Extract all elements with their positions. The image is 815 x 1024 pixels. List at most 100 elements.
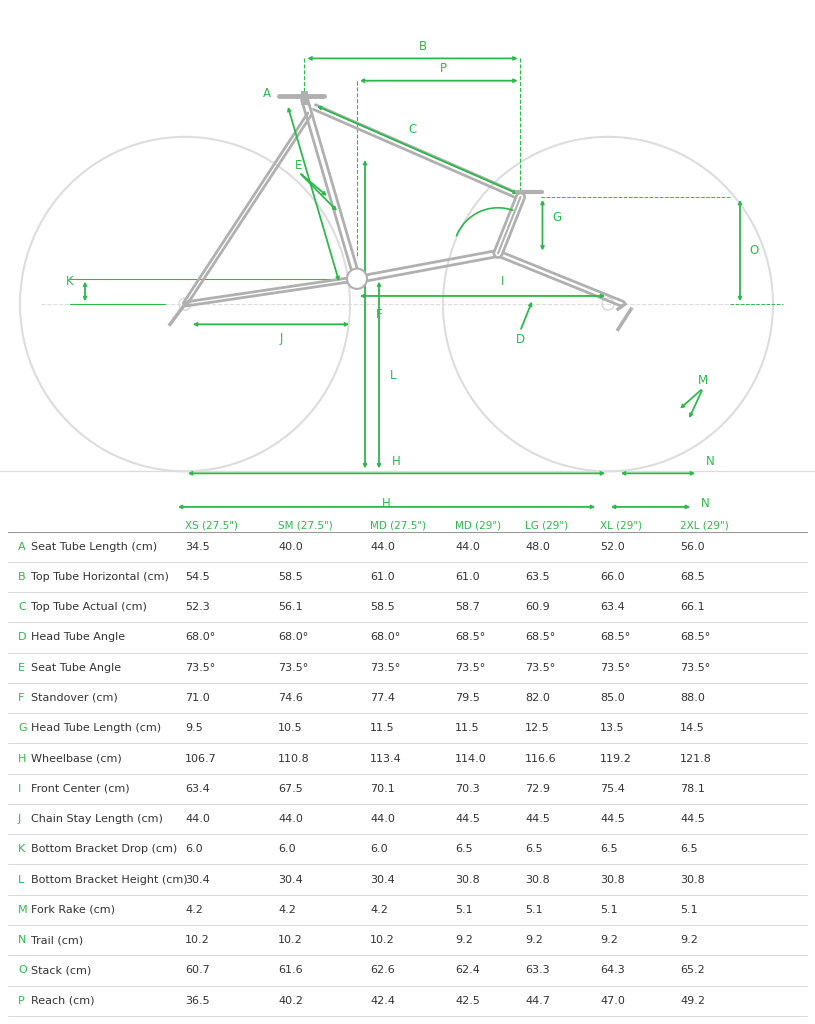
Text: 9.2: 9.2 [525,935,543,945]
Text: MD (29"): MD (29") [455,520,501,530]
Text: 62.4: 62.4 [455,966,480,976]
Text: 48.0: 48.0 [525,542,550,552]
Text: 42.4: 42.4 [370,995,395,1006]
Text: 66.0: 66.0 [600,572,624,582]
Text: 75.4: 75.4 [600,783,625,794]
Text: 73.5°: 73.5° [278,663,308,673]
Text: 68.5°: 68.5° [600,633,630,642]
Text: 14.5: 14.5 [680,723,705,733]
Text: 121.8: 121.8 [680,754,711,764]
Text: 114.0: 114.0 [455,754,487,764]
Text: 30.8: 30.8 [525,874,550,885]
Text: H: H [392,455,401,468]
Text: 44.5: 44.5 [680,814,705,824]
Text: B: B [418,40,426,53]
Text: 82.0: 82.0 [525,693,550,703]
Text: K: K [18,845,25,854]
Text: 2XL (29"): 2XL (29") [680,520,729,530]
Text: 73.5°: 73.5° [525,663,555,673]
Text: N: N [701,498,709,510]
Text: 44.5: 44.5 [525,814,550,824]
Text: 73.5°: 73.5° [600,663,630,673]
Text: 30.8: 30.8 [600,874,625,885]
Text: O: O [749,244,759,257]
Text: XS (27.5"): XS (27.5") [185,520,238,530]
Text: 58.5: 58.5 [370,602,394,612]
Text: Head Tube Length (cm): Head Tube Length (cm) [31,723,161,733]
Text: 73.5°: 73.5° [185,663,215,673]
Text: 68.5°: 68.5° [680,633,710,642]
Text: 4.2: 4.2 [278,905,296,914]
Text: 52.3: 52.3 [185,602,209,612]
Text: 113.4: 113.4 [370,754,402,764]
Text: 68.0°: 68.0° [370,633,400,642]
Text: 72.9: 72.9 [525,783,550,794]
Text: 5.1: 5.1 [455,905,473,914]
Text: 44.5: 44.5 [600,814,625,824]
Text: 77.4: 77.4 [370,693,395,703]
Text: 63.4: 63.4 [600,602,625,612]
Text: F: F [18,693,24,703]
Text: 63.5: 63.5 [525,572,549,582]
Text: 68.0°: 68.0° [278,633,308,642]
Text: 13.5: 13.5 [600,723,624,733]
Text: M: M [698,374,708,387]
Text: 73.5°: 73.5° [455,663,485,673]
Text: J: J [280,332,283,345]
Text: 6.5: 6.5 [680,845,698,854]
Text: 62.6: 62.6 [370,966,394,976]
Text: XL (29"): XL (29") [600,520,642,530]
Text: 10.2: 10.2 [185,935,209,945]
Text: K: K [66,274,74,288]
Text: 60.7: 60.7 [185,966,209,976]
Text: 44.0: 44.0 [278,814,303,824]
Text: 61.6: 61.6 [278,966,302,976]
Text: 68.5°: 68.5° [525,633,555,642]
Text: 42.5: 42.5 [455,995,480,1006]
Text: 85.0: 85.0 [600,693,625,703]
Text: 5.1: 5.1 [680,905,698,914]
Text: Head Tube Angle: Head Tube Angle [31,633,126,642]
Text: 9.5: 9.5 [185,723,203,733]
Text: 54.5: 54.5 [185,572,209,582]
Text: 56.1: 56.1 [278,602,302,612]
Text: 5.1: 5.1 [600,905,618,914]
Text: 6.0: 6.0 [370,845,388,854]
Text: 78.1: 78.1 [680,783,705,794]
Text: 60.9: 60.9 [525,602,550,612]
Text: C: C [408,123,416,136]
Text: 58.7: 58.7 [455,602,480,612]
Text: 40.2: 40.2 [278,995,303,1006]
Text: 4.2: 4.2 [370,905,388,914]
Text: 30.4: 30.4 [278,874,302,885]
Text: 30.8: 30.8 [455,874,480,885]
Text: 47.0: 47.0 [600,995,625,1006]
Text: I: I [18,783,21,794]
Text: 5.1: 5.1 [525,905,543,914]
Text: 34.5: 34.5 [185,542,209,552]
Text: G: G [552,211,561,223]
Text: Fork Rake (cm): Fork Rake (cm) [31,905,115,914]
Text: 4.2: 4.2 [185,905,203,914]
Text: 9.2: 9.2 [455,935,473,945]
Text: 61.0: 61.0 [455,572,479,582]
Text: Top Tube Horizontal (cm): Top Tube Horizontal (cm) [31,572,169,582]
Text: H: H [382,498,391,510]
Text: Trail (cm): Trail (cm) [31,935,83,945]
Text: 65.2: 65.2 [680,966,705,976]
Text: 6.0: 6.0 [278,845,296,854]
Text: J: J [18,814,21,824]
Text: 106.7: 106.7 [185,754,217,764]
Text: 52.0: 52.0 [600,542,625,552]
Text: 40.0: 40.0 [278,542,302,552]
Text: 30.4: 30.4 [185,874,209,885]
Text: 58.5: 58.5 [278,572,302,582]
Text: 9.2: 9.2 [680,935,698,945]
Text: 44.0: 44.0 [370,814,395,824]
Text: Seat Tube Angle: Seat Tube Angle [31,663,121,673]
Text: 44.0: 44.0 [370,542,395,552]
Text: A: A [263,87,271,100]
Text: 6.5: 6.5 [525,845,543,854]
Text: 68.5°: 68.5° [455,633,485,642]
Text: 36.5: 36.5 [185,995,209,1006]
